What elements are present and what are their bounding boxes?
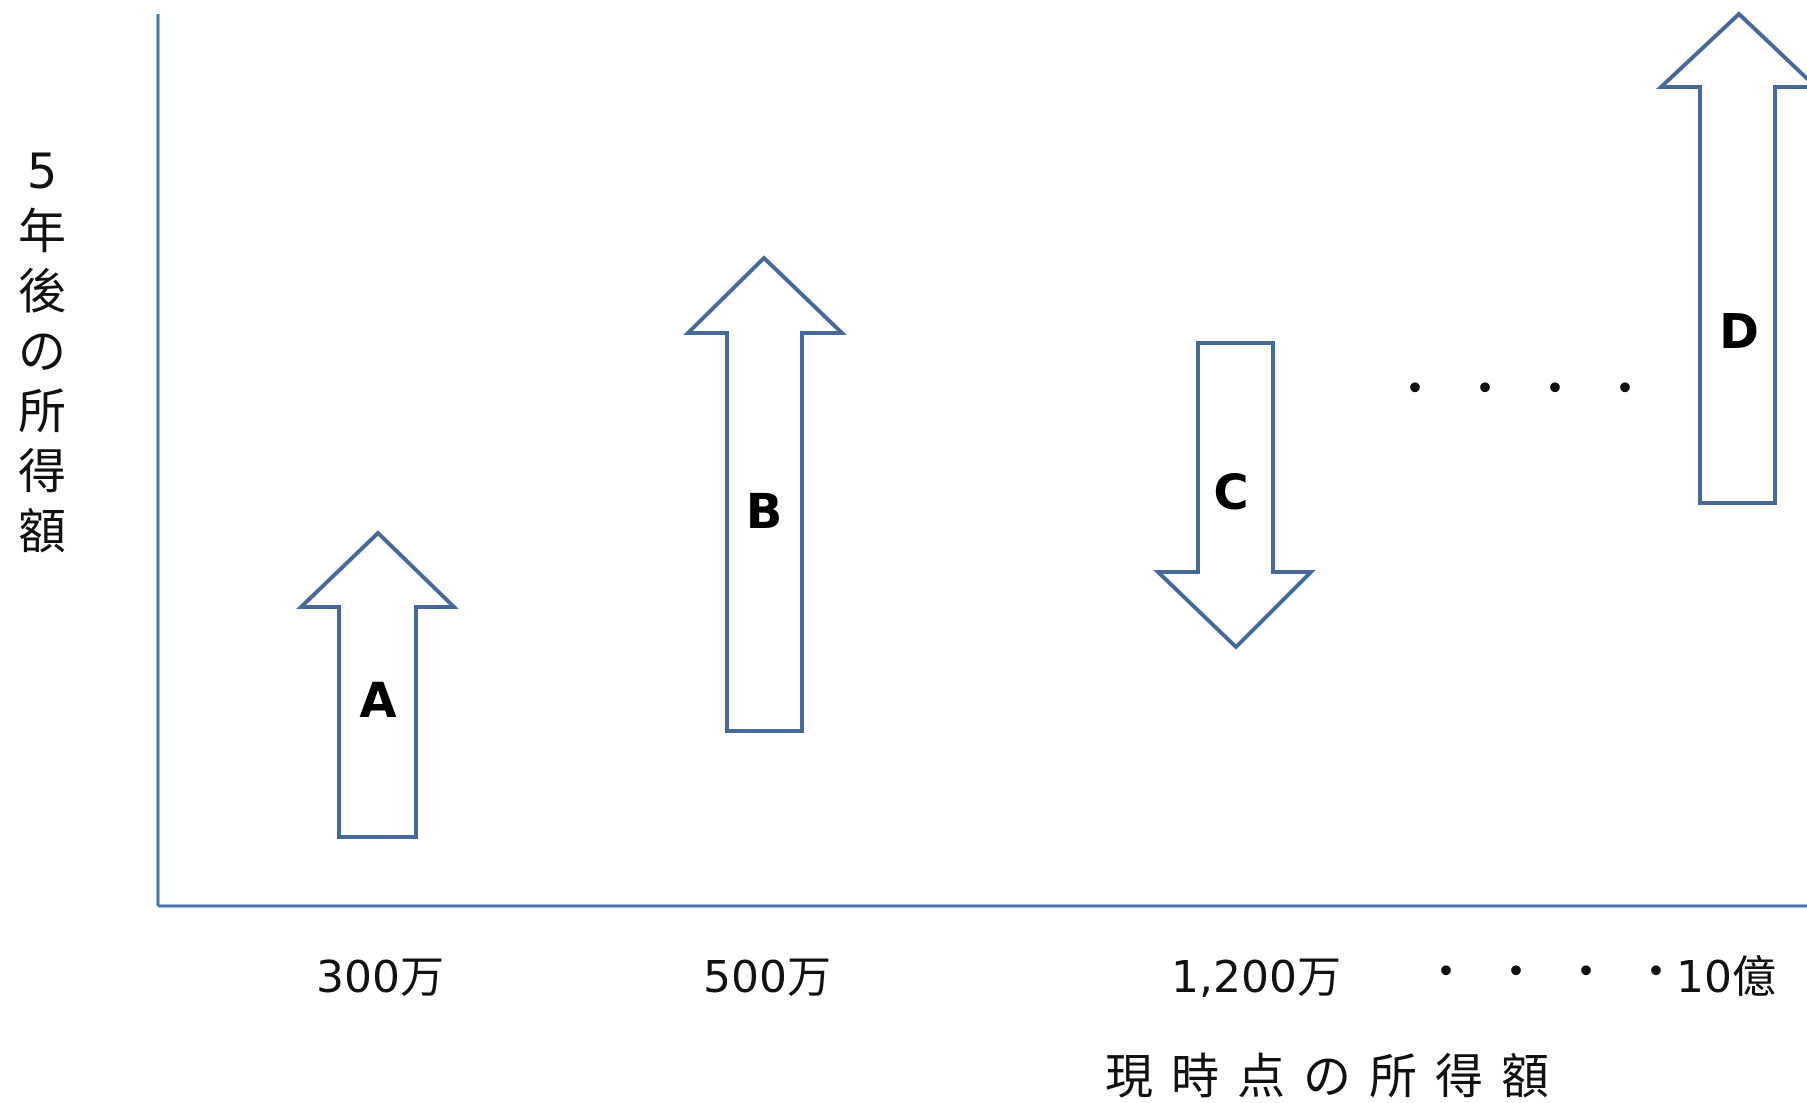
x-tick-300man: 300万 (316, 952, 444, 1003)
arrow-a-shape (296, 530, 459, 839)
arrow-b-label: B (746, 484, 783, 540)
arrow-c-shape (1153, 341, 1316, 650)
y-axis-title-char: 5 (26, 144, 58, 200)
ellipsis-dots-lower: ・・・・ (1426, 949, 1706, 995)
arrow-c-label: C (1213, 465, 1248, 521)
x-tick-500man: 500万 (703, 952, 831, 1003)
arrow-b-shape (683, 255, 847, 733)
y-axis-title-char: 所 (17, 384, 66, 440)
y-axis-title-char: 得 (17, 444, 66, 500)
arrow-a: A (296, 530, 459, 839)
arrow-d: D (1655, 11, 1807, 505)
arrow-d-label: D (1719, 304, 1759, 360)
arrow-a-label: A (359, 673, 396, 729)
x-tick-10oku: 10億 (1676, 952, 1776, 1003)
arrow-b: B (683, 255, 847, 733)
y-axis-title-char: の (17, 324, 66, 380)
x-axis-title: 現時点の所得額 (1105, 1049, 1567, 1103)
arrow-c: C (1153, 341, 1316, 650)
x-tick-1200man: 1,200万 (1171, 952, 1341, 1003)
y-axis-title-char: 年 (17, 204, 66, 260)
y-axis-title-char: 後 (17, 264, 66, 320)
ellipsis-dots-upper: ・・・・ (1395, 366, 1675, 412)
y-axis-title-char: 額 (17, 504, 66, 560)
arrow-d-shape (1655, 11, 1807, 505)
y-axis-title: 5 年 後 の 所 得 額 (12, 142, 72, 562)
